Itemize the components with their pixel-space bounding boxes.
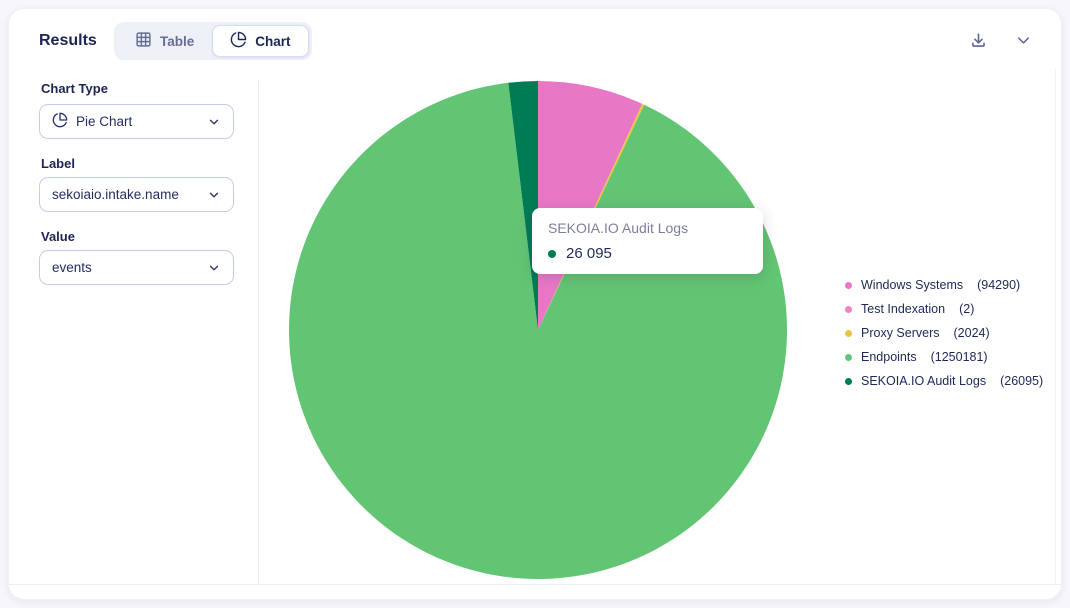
legend-label: Windows Systems (861, 278, 964, 292)
table-icon (135, 31, 152, 51)
tooltip-value: 26 095 (566, 245, 612, 262)
label-field-label: Label (41, 156, 75, 171)
legend-label: SEKOIA.IO Audit Logs (861, 374, 987, 388)
chevron-down-icon (1014, 31, 1033, 50)
pie-slice[interactable] (508, 81, 538, 330)
collapse-button[interactable] (1014, 31, 1033, 50)
pie-chart-icon (52, 112, 68, 131)
chart-tooltip: SEKOIA.IO Audit Logs 26 095 (532, 208, 763, 274)
legend-count: (26095) (1000, 374, 1044, 388)
chevron-down-icon (207, 115, 221, 129)
legend-count: (2024) (953, 326, 990, 340)
legend-dot (845, 281, 852, 289)
view-toggle: Table Chart (114, 22, 312, 60)
header-actions (969, 31, 1033, 50)
legend-item[interactable]: Test Indexation (2) (845, 297, 1043, 321)
legend-item[interactable]: Endpoints (1250181) (845, 345, 1043, 369)
results-card: Results Table Chart Cha (8, 8, 1062, 600)
legend-dot (845, 305, 852, 313)
chart-type-value: Pie Chart (76, 114, 133, 129)
tab-chart[interactable]: Chart (212, 25, 309, 57)
value-select-value: events (52, 260, 92, 275)
legend-label: Proxy Servers (861, 326, 940, 340)
chart-type-label: Chart Type (41, 81, 108, 96)
legend-dot (845, 377, 852, 385)
download-icon (969, 31, 988, 50)
label-select-value: sekoiaio.intake.name (52, 187, 179, 202)
legend-count: (1250181) (930, 350, 988, 364)
label-select[interactable]: sekoiaio.intake.name (39, 177, 234, 212)
pie-slice[interactable] (289, 82, 787, 579)
tab-table-label: Table (160, 33, 195, 49)
pie-chart (289, 81, 787, 579)
tab-chart-label: Chart (255, 33, 291, 49)
content-bottom-border (9, 584, 1061, 585)
legend-item[interactable]: SEKOIA.IO Audit Logs (26095) (845, 369, 1043, 393)
chevron-down-icon (207, 188, 221, 202)
legend-item[interactable]: Windows Systems (94290) (845, 273, 1043, 297)
chevron-down-icon (207, 261, 221, 275)
legend-item[interactable]: Proxy Servers (2024) (845, 321, 1043, 345)
legend-label: Endpoints (861, 350, 917, 364)
content-right-border (1055, 69, 1056, 584)
legend-label: Test Indexation (861, 302, 946, 316)
page-title: Results (39, 32, 97, 49)
value-field-label: Value (41, 229, 75, 244)
legend-dot (845, 353, 852, 361)
chart-legend: Windows Systems (94290) Test Indexation (2)… (845, 273, 1043, 393)
legend-count: (2) (959, 302, 975, 316)
tooltip-series-dot (548, 249, 556, 258)
tooltip-title: SEKOIA.IO Audit Logs (548, 220, 689, 236)
legend-dot (845, 329, 852, 337)
legend-count: (94290) (977, 278, 1021, 292)
value-select[interactable]: events (39, 250, 234, 285)
sidebar-chart-divider (258, 81, 259, 584)
tab-table[interactable]: Table (117, 25, 212, 57)
pie-chart-icon (230, 31, 247, 51)
chart-type-select[interactable]: Pie Chart (39, 104, 234, 139)
download-button[interactable] (969, 31, 988, 50)
